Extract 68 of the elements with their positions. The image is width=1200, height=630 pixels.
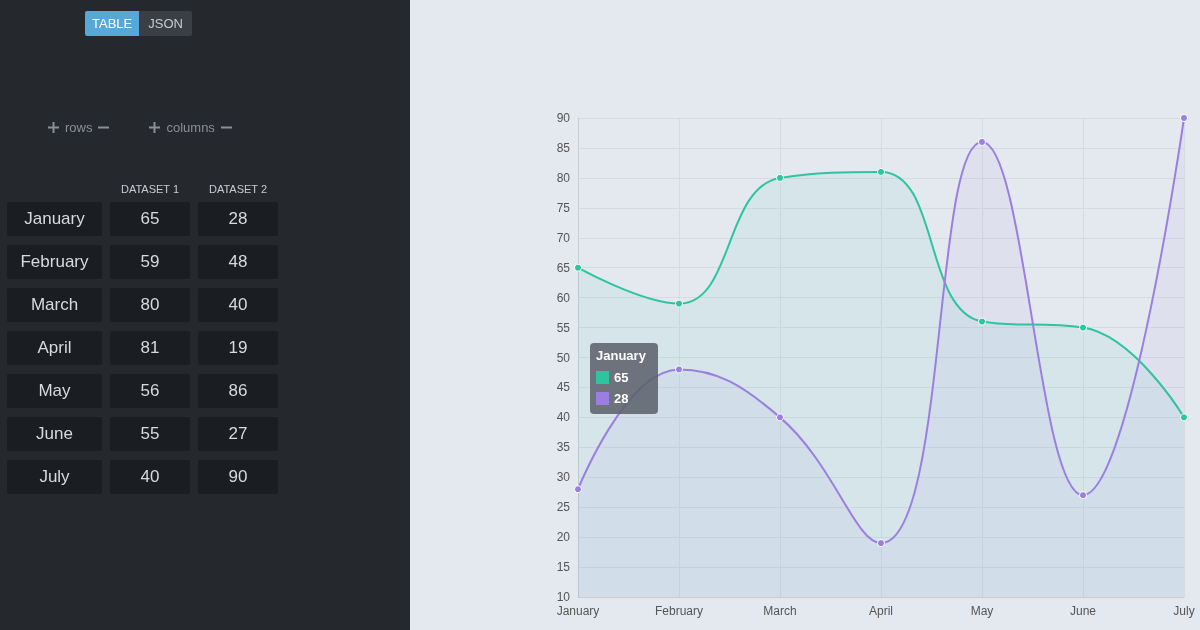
- text: January: [7, 202, 102, 236]
- point: [776, 173, 784, 182]
- y-tick-label: 75: [556, 200, 571, 215]
- x-tick-label: June: [1069, 604, 1097, 618]
- text: April: [7, 331, 102, 365]
- text: JSON: [139, 11, 192, 36]
- text: 90: [198, 460, 278, 494]
- y-tick-label: 80: [556, 170, 571, 185]
- y-tick-label: 15: [556, 560, 571, 575]
- text: 55: [110, 417, 190, 451]
- text: 59: [110, 245, 190, 279]
- text: 40: [110, 460, 190, 494]
- y-tick-label: 85: [556, 140, 571, 155]
- y-tick-label: 70: [556, 230, 571, 245]
- x-tick-label: July: [1173, 604, 1195, 618]
- point: [877, 539, 885, 548]
- text: TABLE: [85, 11, 140, 36]
- text: 48: [198, 245, 278, 279]
- x-tick-label: April: [868, 604, 894, 618]
- x-tick-label: February: [654, 604, 704, 618]
- x-tick-label: January: [556, 604, 600, 618]
- text: June: [7, 417, 102, 451]
- point: [877, 167, 885, 176]
- point: [776, 413, 784, 422]
- point: [978, 137, 986, 146]
- y-tick-label: 45: [556, 380, 571, 395]
- x-tick-label: March: [763, 604, 797, 618]
- text: 28: [198, 202, 278, 236]
- text: 80: [110, 288, 190, 322]
- y-tick-label: 50: [556, 350, 571, 365]
- annotation: 65: [614, 370, 629, 385]
- text: columns: [166, 120, 215, 135]
- text: February: [7, 245, 102, 279]
- text: 65: [110, 202, 190, 236]
- text: DATASET 2: [207, 183, 269, 195]
- x-tick-label: May: [970, 604, 994, 618]
- point: [574, 485, 582, 494]
- text: rows: [65, 120, 93, 135]
- point: [1180, 114, 1188, 122]
- text: 56: [110, 374, 190, 408]
- point: [1180, 413, 1188, 422]
- point: [978, 317, 986, 326]
- text: 81: [110, 331, 190, 365]
- y-tick-label: 65: [556, 260, 571, 275]
- text: 86: [198, 374, 278, 408]
- text: 27: [198, 417, 278, 451]
- y-tick-label: 20: [556, 530, 571, 545]
- text: March: [7, 288, 102, 322]
- y-tick-label: 60: [556, 290, 571, 305]
- y-tick-label: 30: [556, 470, 571, 485]
- y-tick-label: 90: [556, 111, 571, 125]
- point: [574, 263, 582, 272]
- text: DATASET 1: [119, 183, 181, 195]
- annotation: January: [596, 348, 647, 363]
- point: [675, 299, 683, 308]
- annotation: 28: [614, 391, 629, 406]
- text: May: [7, 374, 102, 408]
- point: [1079, 491, 1087, 500]
- point: [1079, 323, 1087, 332]
- y-tick-label: 10: [556, 590, 571, 604]
- y-tick-label: 55: [556, 320, 571, 335]
- text: 19: [198, 331, 278, 365]
- point: [675, 365, 683, 374]
- y-tick-label: 40: [556, 410, 571, 425]
- text: July: [7, 460, 102, 494]
- y-tick-label: 25: [556, 500, 571, 515]
- y-tick-label: 35: [556, 440, 571, 455]
- text: 40: [198, 288, 278, 322]
